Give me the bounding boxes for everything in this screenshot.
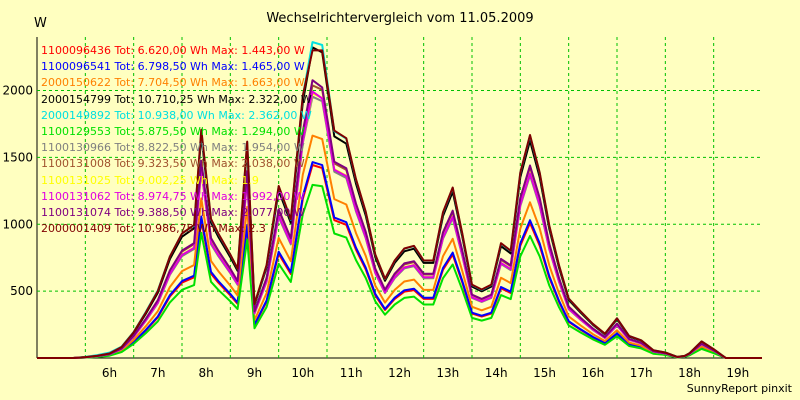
x-tick-label: 10h bbox=[291, 366, 314, 380]
series-line-1100096541 bbox=[37, 161, 762, 359]
footer-credit: SunnyReport pinxit bbox=[686, 382, 792, 395]
legend-item-1100096541: 1100096541 Tot: 6.798,50 Wh Max: 1.465,0… bbox=[41, 60, 305, 74]
x-tick-label: 18h bbox=[678, 366, 701, 380]
legend-item-2000154799: 2000154799 Tot: 10.710,25 Wh Max: 2.322,… bbox=[41, 92, 312, 106]
x-tick-label: 7h bbox=[150, 366, 165, 380]
x-tick-label: 11h bbox=[340, 366, 363, 380]
y-tick-label: 1000 bbox=[2, 217, 33, 231]
series-line-2000001409 bbox=[37, 49, 762, 359]
x-tick-label: 6h bbox=[102, 366, 117, 380]
x-tick-label: 19h bbox=[726, 366, 749, 380]
chart-title: Wechselrichtervergleich vom 11.05.2009 bbox=[266, 11, 534, 26]
legend-item-1100131074: 1100131074 Tot: 9.388,50 Wh Max: 2.077,0… bbox=[41, 205, 305, 219]
y-tick-label: 2000 bbox=[2, 84, 33, 98]
x-tick-label: 17h bbox=[630, 366, 653, 380]
series-line-1100131074 bbox=[37, 79, 762, 359]
legend-item-1100131025: 1100131025 Tot: 9.002,25 Wh Max: 1.9 bbox=[41, 173, 259, 187]
x-tick-label: 15h bbox=[533, 366, 556, 380]
legend-item-2000150622: 2000150622 Tot: 7.704,50 Wh Max: 1.663,0… bbox=[41, 76, 305, 90]
legend-item-2000001409: 2000001409 Tot: 10.986,75 Wh Max: 2.3 bbox=[41, 222, 266, 236]
legend-item-1100096436: 1100096436 Tot: 6.620,00 Wh Max: 1.443,0… bbox=[41, 44, 305, 57]
legend-item-1100131008: 1100131008 Tot: 9.323,50 Wh Max: 2.038,0… bbox=[41, 157, 305, 171]
x-tick-label: 12h bbox=[388, 366, 411, 380]
legend: 1100096436 Tot: 6.620,00 Wh Max: 1.443,0… bbox=[41, 43, 312, 237]
x-tick-label: 8h bbox=[199, 366, 214, 380]
legend-item-1100130966: 1100130966 Tot: 8.822,50 Wh Max: 1.954,0… bbox=[41, 141, 305, 155]
y-axis-unit: W bbox=[34, 16, 47, 31]
series-line-1100129553 bbox=[37, 183, 762, 359]
legend-item-2000149892: 2000149892 Tot: 10.938,00 Wh Max: 2.362,… bbox=[41, 108, 312, 122]
x-tick-label: 16h bbox=[581, 366, 604, 380]
series-line-2000150622 bbox=[37, 134, 762, 359]
x-tick-label: 14h bbox=[485, 366, 508, 380]
x-tick-label: 9h bbox=[247, 366, 262, 380]
y-tick-label: 500 bbox=[10, 284, 33, 298]
legend-item-1100129553: 1100129553 Tot: 5.875,50 Wh Max: 1.294,0… bbox=[41, 124, 305, 138]
x-tick-label: 13h bbox=[436, 366, 459, 380]
legend-item-1100131062: 1100131062 Tot: 8.974,75 Wh Max: 1.992,0… bbox=[41, 189, 305, 203]
y-tick-label: 1500 bbox=[2, 150, 33, 164]
